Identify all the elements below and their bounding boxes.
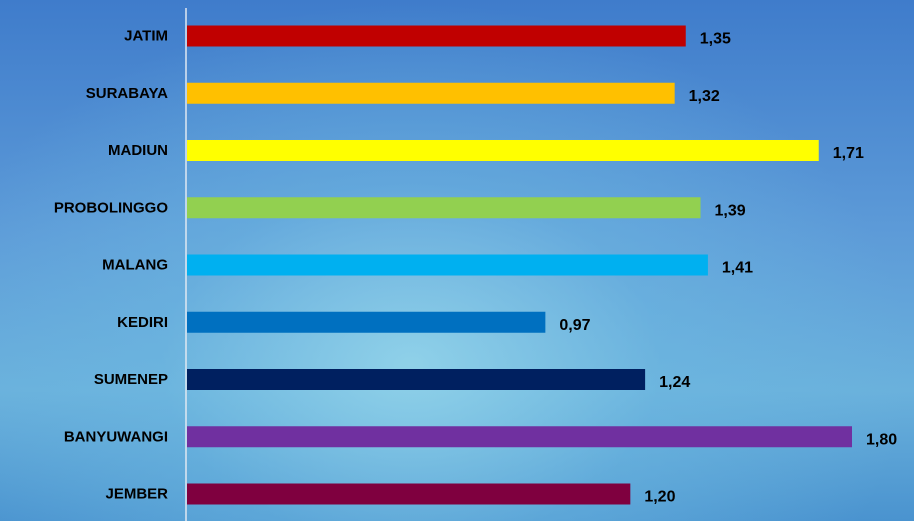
value-label: 1,41	[722, 260, 753, 277]
bar	[187, 140, 819, 161]
category-label: PROBOLINGGO	[54, 199, 169, 216]
category-label: SURABAYA	[86, 85, 168, 102]
category-label: MALANG	[102, 257, 168, 274]
value-label: 1,80	[866, 431, 897, 448]
category-label: MADIUN	[108, 142, 168, 159]
bar	[187, 369, 646, 390]
bar	[187, 483, 631, 505]
category-label: KEDIRI	[117, 314, 168, 331]
value-label: 1,32	[689, 88, 720, 105]
bars-group: JATIM 1,35 SURABAYA 1,32 MADIUN 1,71 PROBOLING…	[54, 25, 897, 506]
bar	[187, 254, 708, 276]
bar	[187, 426, 852, 448]
bar	[187, 25, 686, 47]
value-label: 1,20	[644, 489, 675, 506]
category-label: JEMBER	[105, 486, 168, 503]
category-label: BANYUWANGI	[64, 428, 168, 445]
bar	[187, 82, 675, 104]
value-label: 1,39	[715, 202, 746, 219]
category-label: JATIM	[124, 28, 168, 45]
bar	[187, 311, 546, 333]
bar	[187, 197, 701, 219]
value-label: 1,24	[659, 374, 690, 391]
category-label: SUMENEP	[94, 371, 168, 388]
value-label: 1,71	[833, 145, 864, 162]
value-label: 0,97	[559, 317, 590, 334]
value-label: 1,35	[700, 31, 731, 48]
